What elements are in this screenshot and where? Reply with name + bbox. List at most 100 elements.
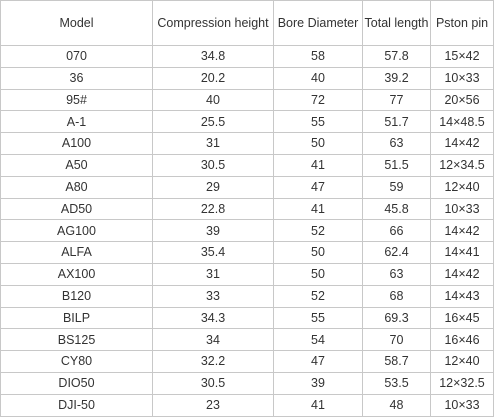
table-row: DIO50 30.5 39 53.5 12×32.5 — [0, 371, 494, 395]
cell-total-length: 63 — [362, 132, 431, 155]
table-row: B120 33 52 68 14×43 — [0, 284, 494, 308]
table-row: A100 31 50 63 14×42 — [0, 132, 494, 155]
cell-total-length: 57.8 — [362, 45, 431, 68]
cell-piston-pin: 16×46 — [430, 328, 494, 352]
cell-compression-height: 34.8 — [152, 45, 274, 68]
cell-model: B120 — [0, 284, 153, 308]
cell-total-length: 45.8 — [362, 197, 431, 221]
cell-model: A100 — [0, 132, 153, 155]
cell-compression-height: 33 — [152, 284, 274, 308]
table-row: DJI-50 23 41 48 10×33 — [0, 393, 494, 417]
cell-model: ALFA — [0, 241, 153, 264]
cell-model: DIO50 — [0, 371, 153, 395]
cell-model: A80 — [0, 175, 153, 199]
header-model: Model — [0, 0, 153, 46]
cell-bore-diameter: 47 — [273, 350, 363, 373]
table-header-row: Model Compression height Bore Diameter T… — [0, 0, 494, 46]
cell-piston-pin: 14×42 — [430, 219, 494, 243]
cell-piston-pin: 16×45 — [430, 306, 494, 330]
cell-compression-height: 29 — [152, 175, 274, 199]
cell-piston-pin: 14×43 — [430, 284, 494, 308]
cell-bore-diameter: 55 — [273, 110, 363, 134]
table-row: BS125 34 54 70 16×46 — [0, 328, 494, 352]
table-row: CY80 32.2 47 58.7 12×40 — [0, 350, 494, 373]
cell-model: AD50 — [0, 197, 153, 221]
table-row: A50 30.5 41 51.5 12×34.5 — [0, 153, 494, 177]
table-row: ALFA 35.4 50 62.4 14×41 — [0, 241, 494, 264]
table-row: AD50 22.8 41 45.8 10×33 — [0, 197, 494, 221]
header-bore-diameter: Bore Diameter — [273, 0, 363, 46]
cell-model: 36 — [0, 66, 153, 90]
table-row: A80 29 47 59 12×40 — [0, 175, 494, 199]
cell-model: BS125 — [0, 328, 153, 352]
cell-piston-pin: 20×56 — [430, 88, 494, 112]
cell-bore-diameter: 47 — [273, 175, 363, 199]
cell-total-length: 62.4 — [362, 241, 431, 264]
table-row: 070 34.8 58 57.8 15×42 — [0, 45, 494, 68]
cell-total-length: 39.2 — [362, 66, 431, 90]
table-row: 95# 40 72 77 20×56 — [0, 88, 494, 112]
cell-bore-diameter: 54 — [273, 328, 363, 352]
cell-model: BILP — [0, 306, 153, 330]
cell-piston-pin: 12×34.5 — [430, 153, 494, 177]
cell-compression-height: 30.5 — [152, 371, 274, 395]
cell-compression-height: 20.2 — [152, 66, 274, 90]
cell-model: 95# — [0, 88, 153, 112]
cell-total-length: 53.5 — [362, 371, 431, 395]
cell-bore-diameter: 39 — [273, 371, 363, 395]
table-row: BILP 34.3 55 69.3 16×45 — [0, 306, 494, 330]
cell-piston-pin: 12×32.5 — [430, 371, 494, 395]
header-total-length: Total length — [362, 0, 431, 46]
cell-bore-diameter: 41 — [273, 393, 363, 417]
cell-compression-height: 39 — [152, 219, 274, 243]
cell-compression-height: 30.5 — [152, 153, 274, 177]
cell-total-length: 58.7 — [362, 350, 431, 373]
cell-piston-pin: 12×40 — [430, 350, 494, 373]
cell-compression-height: 31 — [152, 132, 274, 155]
table-row: A-1 25.5 55 51.7 14×48.5 — [0, 110, 494, 134]
cell-bore-diameter: 41 — [273, 197, 363, 221]
cell-piston-pin: 10×33 — [430, 197, 494, 221]
cell-bore-diameter: 55 — [273, 306, 363, 330]
cell-bore-diameter: 58 — [273, 45, 363, 68]
cell-compression-height: 32.2 — [152, 350, 274, 373]
cell-total-length: 51.5 — [362, 153, 431, 177]
cell-piston-pin: 10×33 — [430, 393, 494, 417]
cell-total-length: 48 — [362, 393, 431, 417]
table-row: AG100 39 52 66 14×42 — [0, 219, 494, 243]
cell-piston-pin: 10×33 — [430, 66, 494, 90]
cell-piston-pin: 14×48.5 — [430, 110, 494, 134]
cell-compression-height: 34 — [152, 328, 274, 352]
cell-compression-height: 25.5 — [152, 110, 274, 134]
cell-model: AX100 — [0, 262, 153, 286]
cell-bore-diameter: 52 — [273, 219, 363, 243]
table-row: AX100 31 50 63 14×42 — [0, 262, 494, 286]
cell-bore-diameter: 41 — [273, 153, 363, 177]
cell-total-length: 51.7 — [362, 110, 431, 134]
cell-compression-height: 23 — [152, 393, 274, 417]
cell-model: AG100 — [0, 219, 153, 243]
cell-total-length: 63 — [362, 262, 431, 286]
cell-bore-diameter: 40 — [273, 66, 363, 90]
cell-piston-pin: 12×40 — [430, 175, 494, 199]
cell-model: DJI-50 — [0, 393, 153, 417]
cell-bore-diameter: 50 — [273, 262, 363, 286]
cell-model: A-1 — [0, 110, 153, 134]
cell-piston-pin: 15×42 — [430, 45, 494, 68]
cell-total-length: 77 — [362, 88, 431, 112]
cell-model: CY80 — [0, 350, 153, 373]
cell-piston-pin: 14×41 — [430, 241, 494, 264]
cell-bore-diameter: 50 — [273, 241, 363, 264]
cell-total-length: 59 — [362, 175, 431, 199]
cell-total-length: 66 — [362, 219, 431, 243]
cell-compression-height: 31 — [152, 262, 274, 286]
cell-total-length: 70 — [362, 328, 431, 352]
table-row: 36 20.2 40 39.2 10×33 — [0, 66, 494, 90]
cell-bore-diameter: 72 — [273, 88, 363, 112]
cell-model: A50 — [0, 153, 153, 177]
header-compression-height: Compression height — [152, 0, 274, 46]
cell-compression-height: 22.8 — [152, 197, 274, 221]
header-piston-pin: Pston pin — [430, 0, 494, 46]
cell-bore-diameter: 52 — [273, 284, 363, 308]
